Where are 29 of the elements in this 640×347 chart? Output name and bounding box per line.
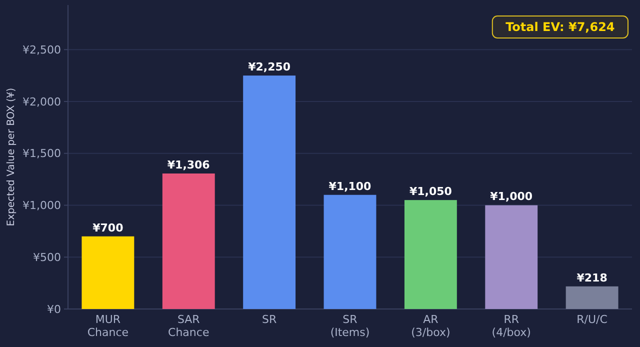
data-label: ¥1,306 (167, 158, 210, 172)
x-tick-label: R/U/C (576, 313, 608, 326)
data-label: ¥1,000 (490, 190, 533, 204)
y-tick-label: ¥0 (47, 302, 61, 316)
y-tick-label: ¥2,500 (22, 43, 61, 56)
x-tick-label: MUR Chance (87, 313, 129, 339)
data-label: ¥1,050 (409, 185, 452, 198)
bar (485, 205, 538, 309)
x-tick-label: SR (Items) (330, 313, 370, 339)
x-tick-label: AR (3/box) (411, 313, 450, 339)
bar (566, 286, 618, 309)
annotation: Total EV: ¥7,624 (506, 20, 615, 34)
data-label: ¥1,100 (328, 180, 372, 193)
bar (324, 194, 376, 309)
bar (404, 200, 457, 309)
y-tick-label: ¥1,000 (22, 199, 61, 212)
bar (162, 173, 215, 309)
y-tick-label: ¥500 (33, 250, 61, 264)
x-tick-label: SR (262, 313, 277, 326)
bar (82, 236, 134, 309)
x-tick-label: RR (4/box) (492, 313, 531, 339)
y-tick-label: ¥2,000 (22, 95, 61, 108)
data-label: ¥700 (92, 221, 124, 234)
y-tick-label: ¥1,500 (22, 147, 61, 160)
data-label: ¥2,250 (248, 60, 291, 74)
y-axis-title: Expected Value per BOX (¥) (6, 88, 17, 226)
bar (243, 76, 296, 309)
x-tick-label: SAR Chance (168, 313, 210, 339)
data-label: ¥218 (576, 271, 608, 284)
